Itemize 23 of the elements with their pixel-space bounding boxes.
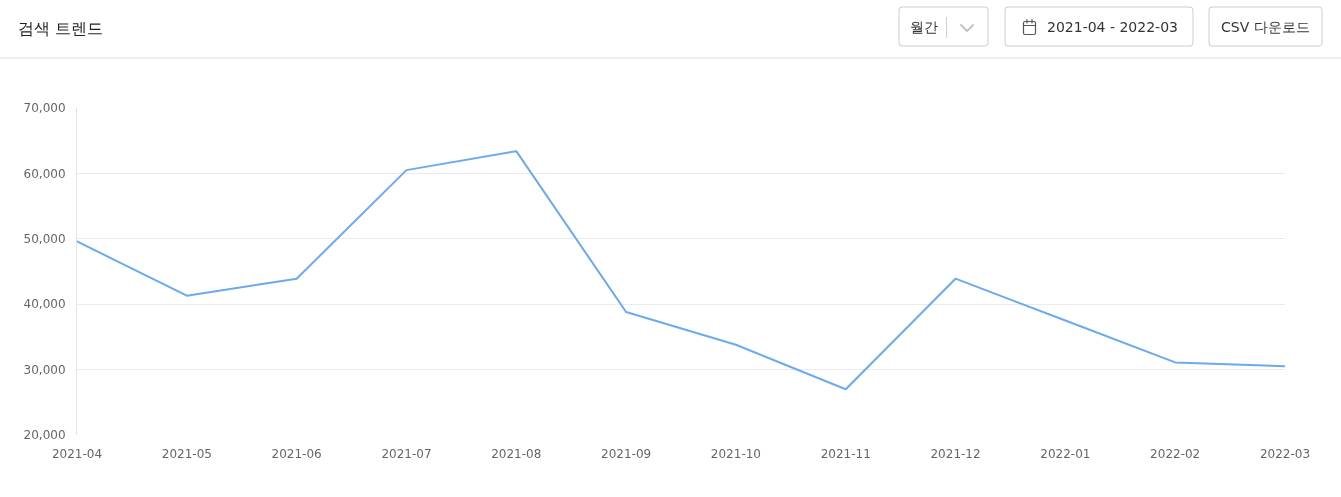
- x-tick-label: 2021-11: [820, 447, 871, 461]
- x-tick-label: 2021-09: [601, 447, 652, 461]
- x-tick-label: 2022-03: [1259, 447, 1311, 461]
- y-tick-label: 30,000: [23, 362, 66, 377]
- y-tick-label: 60,000: [23, 166, 66, 181]
- y-tick-label: 70,000: [23, 101, 66, 116]
- chart-title: 검색 트렌드: [18, 18, 104, 38]
- y-tick-label: 40,000: [23, 297, 66, 312]
- x-tick-label: 2021-08: [491, 447, 542, 461]
- text: 2021-04 - 2022-03: [1047, 19, 1178, 35]
- y-tick-label: 20,000: [23, 428, 66, 443]
- x-tick-label: 2022-02: [1150, 447, 1201, 461]
- x-tick-label: 2021-12: [930, 447, 981, 461]
- text: 월간: [910, 19, 938, 35]
- x-tick-label: 2021-07: [381, 447, 432, 461]
- text: CSV 다운로드: [1221, 19, 1310, 35]
- x-tick-label: 2021-05: [161, 447, 212, 461]
- line-series: [77, 150, 1285, 391]
- x-tick-label: 2021-10: [710, 447, 761, 461]
- x-tick-label: 2021-06: [271, 447, 322, 461]
- x-tick-label: 2021-04: [51, 447, 103, 461]
- y-tick-label: 50,000: [23, 232, 66, 246]
- x-tick-label: 2022-01: [1040, 447, 1091, 461]
